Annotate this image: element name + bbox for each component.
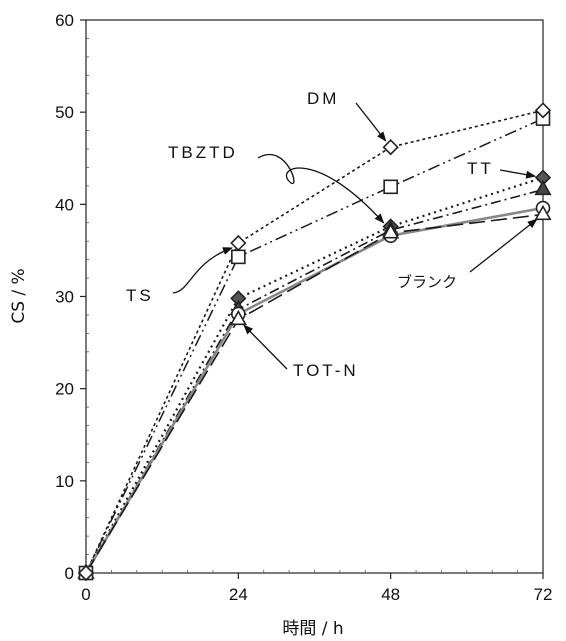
data-point <box>534 204 552 221</box>
annotation-arrow <box>257 154 385 224</box>
annotation-arrow <box>355 102 387 142</box>
x-tick-label: 24 <box>229 585 248 604</box>
y-tick-label: 30 <box>55 288 74 307</box>
data-point <box>534 179 552 196</box>
annotation-arrow <box>469 218 538 273</box>
annotation-label: TS <box>126 286 154 305</box>
annotation-label: TBZTD <box>168 143 238 162</box>
series-line-dm <box>85 109 544 574</box>
data-point <box>230 234 247 252</box>
annotation-arrow <box>499 169 537 179</box>
y-tick-label: 20 <box>55 380 74 399</box>
y-tick-label: 60 <box>55 11 74 30</box>
x-tick-label: 0 <box>81 585 90 604</box>
annotation-arrow <box>243 324 288 370</box>
annotation-label: ブランク <box>397 273 457 291</box>
data-point <box>77 564 95 582</box>
data-point <box>231 249 246 265</box>
series-line-- <box>84 206 544 574</box>
data-point <box>383 179 398 195</box>
y-tick-label: 50 <box>55 103 74 122</box>
data-point <box>382 223 400 239</box>
annotation-label: TT <box>467 159 494 178</box>
y-tick-label: 0 <box>65 564 74 583</box>
series-line-tot-n <box>85 213 544 574</box>
data-point <box>229 309 247 326</box>
data-point <box>534 102 552 119</box>
annotation-label: DM <box>307 89 339 108</box>
series-line-ts <box>85 188 544 574</box>
y-tick-label: 40 <box>55 195 74 214</box>
x-tick-label: 48 <box>381 585 400 604</box>
series-line-tbztd <box>85 117 544 574</box>
y-axis-title: CS / % <box>9 268 29 323</box>
data-point <box>382 139 399 156</box>
x-axis-title: 時間 / h <box>282 619 343 639</box>
annotation-label: TOT-N <box>293 361 359 380</box>
series-line-tt <box>85 176 544 574</box>
y-tick-label: 10 <box>55 472 74 491</box>
x-tick-label: 72 <box>534 585 553 604</box>
annotation-arrow <box>172 247 233 294</box>
